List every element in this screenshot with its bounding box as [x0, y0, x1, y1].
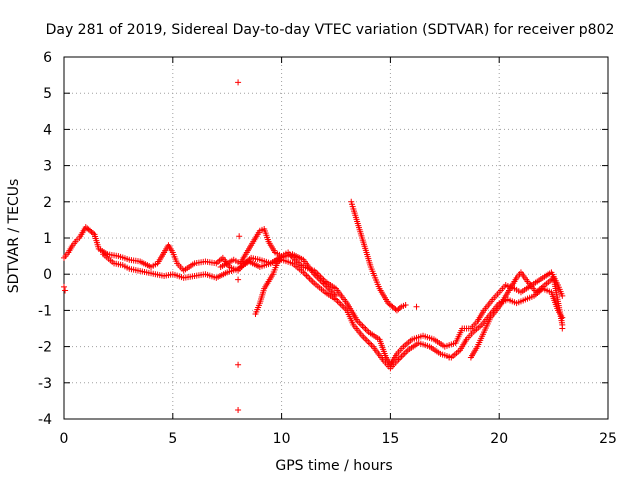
- series-track-hump-near-9: [217, 225, 285, 270]
- series-track-rising-arc: [252, 251, 339, 318]
- x-tick-label: 10: [273, 431, 291, 447]
- axis-ticks: 0 5 10 15 20 25 -4 -3 -2 -1 0 1 2 3 4 5 6: [38, 50, 617, 447]
- y-tick-label: 2: [43, 195, 52, 211]
- y-tick-label: 4: [43, 122, 52, 138]
- y-axis-label: SDTVAR / TECUs: [6, 179, 22, 294]
- series-track-late-rise: [467, 269, 566, 361]
- data-point: [333, 292, 339, 299]
- data-point: [235, 406, 242, 413]
- y-tick-label: 6: [43, 50, 52, 66]
- data-point: [413, 303, 420, 310]
- data-point: [235, 276, 242, 283]
- data-point: [402, 301, 409, 308]
- chart-title: Day 281 of 2019, Sidereal Day-to-day VTE…: [46, 22, 615, 38]
- data-point: [235, 79, 242, 86]
- data-point: [278, 253, 285, 260]
- y-tick-label: -3: [38, 376, 52, 392]
- x-axis-label: GPS time / hours: [275, 458, 392, 474]
- x-tick-label: 25: [599, 431, 617, 447]
- x-tick-label: 15: [381, 431, 399, 447]
- y-tick-label: 3: [43, 159, 52, 175]
- y-tick-label: 5: [43, 86, 52, 102]
- data-point: [236, 233, 243, 240]
- data-points: [61, 79, 566, 413]
- data-point: [62, 287, 69, 294]
- data-point: [446, 354, 453, 361]
- y-tick-label: 1: [43, 231, 52, 247]
- data-point: [61, 283, 67, 290]
- data-point: [559, 292, 566, 299]
- y-tick-label: 0: [43, 267, 52, 283]
- x-tick-label: 0: [60, 431, 69, 447]
- grid-lines: [64, 57, 608, 419]
- series-outliers: [61, 79, 566, 413]
- data-point: [235, 361, 242, 368]
- y-tick-label: -2: [38, 340, 52, 356]
- data-point: [396, 304, 403, 311]
- y-tick-label: -4: [38, 412, 52, 428]
- series-track-descending-branch: [348, 198, 409, 314]
- y-tick-label: -1: [38, 303, 52, 319]
- x-tick-label: 20: [490, 431, 508, 447]
- x-tick-label: 5: [168, 431, 177, 447]
- data-point: [559, 325, 566, 332]
- data-point: [90, 230, 97, 237]
